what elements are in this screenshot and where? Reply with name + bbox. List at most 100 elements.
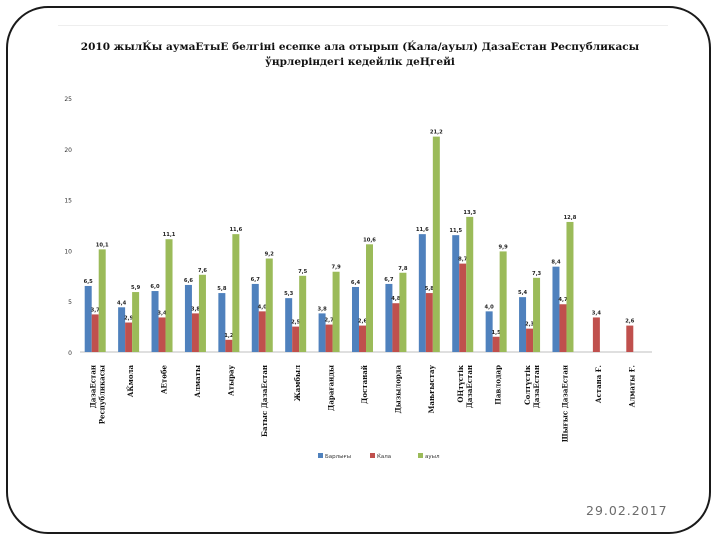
top-rule [58,25,668,26]
bar [218,293,226,352]
legend-label: Барлығы [325,454,351,460]
category-label-line: Атырау [226,364,235,395]
bar [352,286,359,352]
y-tick-label: 25 [64,96,72,103]
bar [526,328,534,352]
data-label: 3,4 [592,310,602,316]
category-label: Алматы Ғ. [627,365,636,407]
bar [191,313,199,352]
bar [519,297,527,352]
data-label: 4,0 [258,304,268,310]
data-label: 6,4 [351,280,361,286]
category-label: Достанай [360,365,369,404]
y-tick-label: 10 [64,248,72,255]
category-label: ОҢтүстікДазаЕстан [456,365,474,408]
legend-label: ауыл [425,454,440,460]
data-label: 2,5 [291,320,301,326]
bar [198,274,206,352]
data-label: 6,0 [150,284,160,290]
category-label: Дызылорда [393,365,402,414]
bar [158,317,166,352]
category-label-line: Дызылорда [393,365,402,414]
bar [626,325,634,352]
data-label: 9,9 [499,244,509,250]
category-label: Жамбыл [293,365,302,401]
bar [425,293,433,352]
y-tick-label: 20 [64,147,72,154]
category-label-line: Дарағанды [327,365,336,411]
data-label: 11,1 [163,232,176,238]
data-label: 3,8 [191,306,201,312]
bar [533,277,541,352]
data-label: 12,8 [564,215,577,221]
data-label: 2,9 [124,316,134,322]
bar [432,136,440,352]
data-label: 5,8 [217,286,227,292]
bar [552,266,560,352]
category-label-line: Павлодар [494,365,503,405]
bar [566,221,574,352]
data-label: 6,7 [384,277,394,283]
category-label-line: Астана Ғ. [594,365,603,403]
category-label: Атырау [226,364,235,395]
bar [125,322,133,352]
data-label: 3,7 [91,307,101,313]
bar [98,249,106,352]
data-label: 7,9 [331,265,341,271]
data-label: 7,3 [532,271,542,277]
category-label-line: Алматы [193,365,202,398]
bar [418,234,426,352]
category-label: ДазаЕстанРеспубликасы [89,365,107,424]
legend-swatch [418,453,423,458]
category-label-line: Жамбыл [293,365,302,401]
category-label: Павлодар [494,365,503,405]
category-label-line: ДазаЕстан [89,365,98,408]
bar [592,317,600,352]
bar [385,283,393,352]
data-label: 11,6 [229,227,242,233]
category-label-line: ОҢтүстік [456,365,465,403]
data-label: 2,6 [358,319,368,325]
bar [118,307,126,352]
data-label: 2,6 [625,319,635,325]
category-label: СолтүстікДазаЕстан [523,365,541,408]
data-label: 3,8 [317,306,327,312]
bar [258,311,266,352]
data-label: 13,3 [463,210,476,216]
category-label-line: Алматы Ғ. [627,365,636,407]
data-label: 7,6 [198,268,208,274]
category-label-line: ДазаЕстан [532,365,541,408]
bar [359,325,366,352]
data-label: 4,7 [558,297,568,303]
bar [292,326,300,352]
category-label-line: Батыс ДазаЕстан [260,365,269,437]
bar [165,239,173,352]
data-label: 21,2 [430,130,443,136]
data-label: 1,5 [492,330,502,336]
legend-swatch [318,453,323,458]
bar [318,313,326,352]
bar [366,244,373,352]
legend-label: Ќала [377,453,391,460]
bar [265,258,273,352]
bar [84,285,92,352]
data-label: 4,4 [117,300,127,306]
y-tick-label: 0 [68,350,72,357]
bar [459,263,467,352]
category-label-line: Солтүстік [523,365,532,405]
data-label: 2,3 [525,322,535,328]
bar [499,251,507,352]
legend-swatch [370,453,375,458]
data-label: 7,8 [398,266,408,272]
category-label: Астана Ғ. [594,365,603,403]
bar [251,283,259,352]
bar [399,272,407,352]
data-label: 10,6 [363,237,376,243]
data-label: 8,7 [458,257,468,263]
category-label-line: АЕтөбе [160,364,169,394]
bar [91,314,99,352]
data-label: 3,4 [157,310,167,316]
data-label: 11,5 [449,228,462,234]
bar [151,291,159,352]
